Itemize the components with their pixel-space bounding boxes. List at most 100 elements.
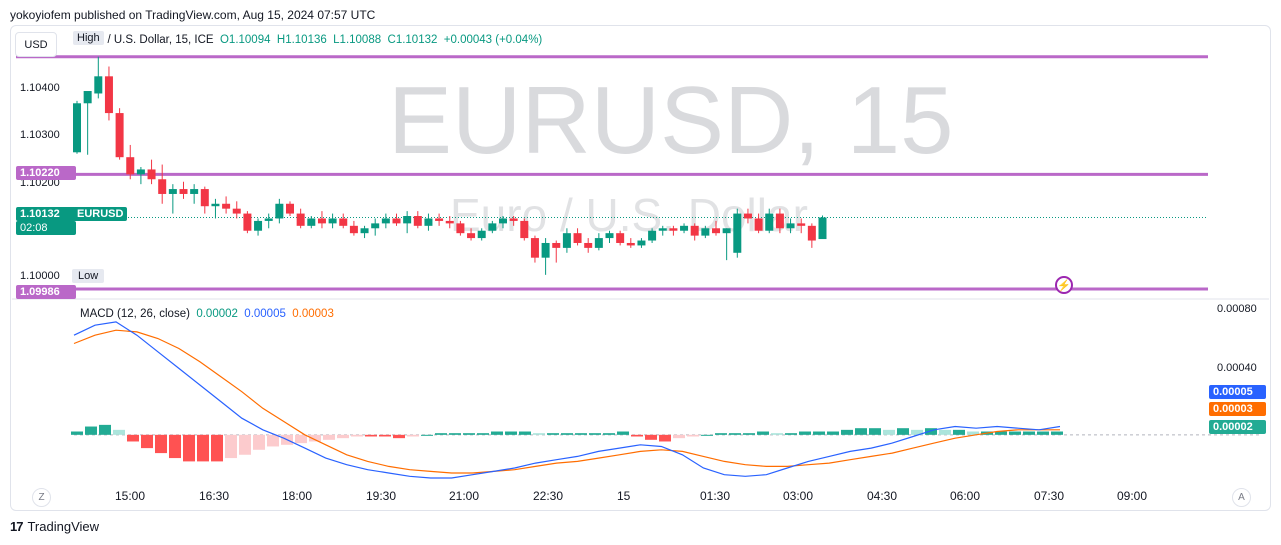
chart-frame bbox=[10, 25, 1271, 511]
candle-body bbox=[403, 216, 412, 224]
candle-body bbox=[456, 223, 465, 234]
auto-scale-button[interactable]: A bbox=[1232, 488, 1251, 507]
candle-body bbox=[424, 218, 433, 226]
macd-histogram-bar bbox=[813, 431, 825, 435]
candle-body bbox=[232, 208, 241, 214]
candle-body bbox=[339, 218, 348, 226]
candle-body bbox=[637, 240, 646, 246]
macd-histogram-bar bbox=[477, 433, 489, 435]
countdown-tag: 02:08 bbox=[16, 221, 76, 235]
macd-histogram-bar bbox=[869, 428, 881, 435]
candle-body bbox=[530, 238, 539, 258]
macd-histogram-bar bbox=[463, 433, 475, 435]
price-axis-label: 1.10200 bbox=[20, 177, 60, 189]
candle-body bbox=[509, 218, 518, 221]
macd-histogram-bar bbox=[673, 434, 685, 439]
candle-body bbox=[690, 225, 699, 236]
macd-histogram-bar bbox=[309, 434, 321, 442]
candle-body bbox=[94, 76, 103, 94]
macd-histogram-bar bbox=[911, 429, 923, 435]
candle-body bbox=[307, 218, 316, 226]
macd-legend-name: MACD (12, 26, close) bbox=[80, 308, 190, 320]
macd-histogram-bar bbox=[491, 431, 503, 435]
candle-body bbox=[743, 213, 752, 219]
candle-body bbox=[658, 228, 667, 231]
candle-body bbox=[243, 213, 252, 231]
candle-body bbox=[541, 242, 550, 258]
legend-low: L1.10088 bbox=[333, 34, 382, 46]
candle-body bbox=[520, 220, 529, 239]
macd-histogram-bar bbox=[743, 433, 755, 435]
macd-histogram-bar bbox=[561, 433, 573, 435]
candle-body bbox=[104, 76, 113, 114]
candle-body bbox=[733, 213, 742, 253]
candle-body bbox=[626, 242, 635, 246]
candle-body bbox=[328, 218, 337, 224]
candle-body bbox=[115, 113, 124, 158]
macd-histogram-bar bbox=[715, 433, 727, 435]
time-axis-label: 18:00 bbox=[282, 489, 313, 503]
macd-histogram-bar bbox=[127, 434, 139, 442]
currency-button[interactable]: USD bbox=[15, 32, 57, 57]
macd-histogram-bar bbox=[533, 433, 545, 435]
macd-histogram-bar bbox=[701, 434, 713, 436]
price-axis-label: 1.10400 bbox=[20, 82, 60, 94]
candle-body bbox=[317, 218, 326, 224]
macd-histogram-bar bbox=[351, 434, 363, 437]
candle-body bbox=[701, 228, 710, 236]
macd-hist-tag: 0.00002 bbox=[1209, 420, 1266, 434]
macd-histogram-bar bbox=[603, 433, 615, 435]
candle-body bbox=[605, 233, 614, 239]
time-axis-label: 06:00 bbox=[950, 489, 981, 503]
candle-body bbox=[200, 189, 209, 207]
macd-histogram-bar bbox=[995, 431, 1007, 435]
candle-body bbox=[371, 223, 380, 229]
time-axis-label: 22:30 bbox=[533, 489, 564, 503]
time-axis-label: 07:30 bbox=[1034, 489, 1065, 503]
macd-histogram-bar bbox=[855, 428, 867, 435]
candle-body bbox=[594, 238, 603, 248]
macd-hist-value: 0.00002 bbox=[196, 308, 238, 320]
candle-body bbox=[754, 218, 763, 231]
macd-histogram-bar bbox=[435, 433, 447, 435]
candle-body bbox=[712, 228, 720, 234]
macd-histogram-bar bbox=[645, 434, 657, 440]
candle-body bbox=[722, 228, 731, 234]
macd-axis-label: 0.00080 bbox=[1217, 303, 1257, 315]
candle-body bbox=[584, 242, 593, 248]
macd-histogram-bar bbox=[239, 434, 251, 455]
candle-body bbox=[147, 169, 156, 180]
candle-body bbox=[136, 169, 145, 175]
macd-histogram-bar bbox=[1037, 431, 1049, 435]
low-marker-tag: Low bbox=[72, 269, 105, 283]
legend-change: +0.00043 (+0.04%) bbox=[443, 34, 543, 46]
macd-histogram-bar bbox=[1009, 431, 1021, 435]
candle-body bbox=[818, 217, 827, 240]
candle-body bbox=[211, 203, 220, 207]
macd-histogram-bar bbox=[785, 433, 797, 435]
macd-histogram-bar bbox=[99, 424, 111, 435]
candle-body bbox=[445, 220, 454, 224]
lightning-icon[interactable]: ⚡ bbox=[1055, 276, 1073, 294]
macd-histogram-bar bbox=[617, 431, 629, 435]
macd-histogram-bar bbox=[575, 433, 587, 435]
macd-histogram-bar bbox=[953, 429, 965, 435]
candle-body bbox=[275, 203, 284, 219]
candle-body bbox=[648, 230, 657, 241]
zoom-button[interactable]: Z bbox=[32, 488, 51, 507]
macd-histogram-bar bbox=[197, 434, 209, 462]
legend-open: O1.10094 bbox=[219, 34, 271, 46]
candle-body bbox=[83, 91, 92, 104]
candle-body bbox=[488, 223, 497, 231]
candle-body bbox=[126, 157, 135, 175]
candle-body bbox=[562, 233, 571, 248]
macd-histogram-bar bbox=[323, 434, 335, 440]
time-axis-label: 15:00 bbox=[115, 489, 146, 503]
current-price-tag: 1.10132 bbox=[16, 207, 76, 221]
candle-body bbox=[807, 225, 816, 241]
macd-histogram-bar bbox=[505, 431, 517, 435]
time-axis-label: 09:00 bbox=[1117, 489, 1148, 503]
time-axis-label: 04:30 bbox=[867, 489, 898, 503]
candle-body bbox=[680, 225, 689, 231]
